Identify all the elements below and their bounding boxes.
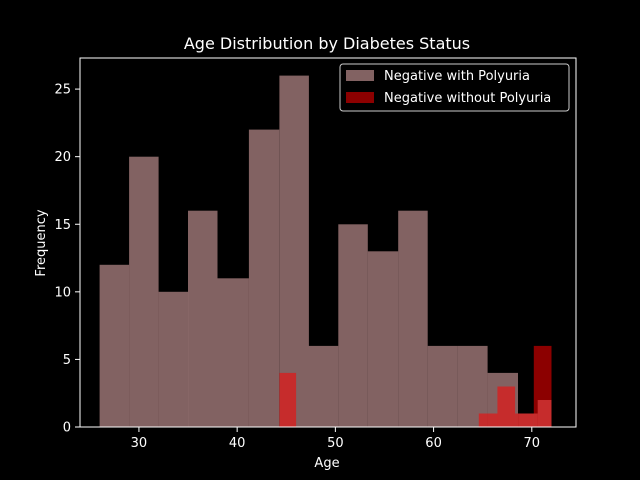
bar-series0-bin2 <box>158 291 189 427</box>
y-axis-label: Frequency <box>34 209 49 276</box>
bar-series0-bin8 <box>338 224 368 427</box>
series-0-bars <box>99 75 552 427</box>
axis-ticks: 30 40 50 60 70 0 5 10 15 20 25 <box>54 83 540 451</box>
x-tick-label: 40 <box>229 436 246 451</box>
legend-swatch-0 <box>346 70 374 81</box>
bar-series0-bin11 <box>427 345 458 427</box>
bar-series1-bin1 <box>478 413 498 427</box>
y-tick-label: 0 <box>63 421 71 436</box>
x-axis-label: Age <box>314 456 339 471</box>
legend-swatch-1 <box>346 92 374 103</box>
x-tick-label: 70 <box>524 436 541 451</box>
histogram-bars <box>99 75 552 427</box>
y-tick-label: 5 <box>63 353 71 368</box>
bar-series0-bin10 <box>398 210 428 427</box>
bar-series1-bin3 <box>515 413 534 427</box>
bar-series1-bin4 <box>533 345 552 427</box>
chart-title: Age Distribution by Diabetes Status <box>184 34 470 53</box>
y-tick-label: 10 <box>54 285 71 300</box>
plot-frame <box>79 57 577 428</box>
bar-series0-bin0 <box>99 264 130 427</box>
bar-series0-bin12 <box>457 345 488 427</box>
bar-series0-bin3 <box>188 210 218 427</box>
y-tick-label: 15 <box>54 218 71 233</box>
legend: Negative with Polyuria Negative without P… <box>339 63 570 112</box>
legend-box <box>339 63 570 112</box>
x-tick-label: 60 <box>425 436 442 451</box>
bar-series0-bin5 <box>248 129 280 427</box>
bar-series0-bin7 <box>308 345 339 427</box>
bar-series0-bin1 <box>129 156 159 427</box>
legend-label-1: Negative without Polyuria <box>384 91 551 106</box>
x-tick-label: 50 <box>327 436 344 451</box>
bar-series1-bin0 <box>279 372 297 427</box>
legend-label-0: Negative with Polyuria <box>384 69 530 84</box>
bar-series0-bin9 <box>367 251 399 427</box>
bar-series1-bin2 <box>497 386 516 427</box>
x-tick-label: 30 <box>131 436 148 451</box>
bar-series0-bin6 <box>279 75 309 427</box>
y-tick-label: 20 <box>54 150 71 165</box>
y-tick-label: 25 <box>54 83 71 98</box>
axes <box>79 57 577 428</box>
bar-series0-bin4 <box>217 278 249 427</box>
series-1-bars <box>279 345 552 427</box>
